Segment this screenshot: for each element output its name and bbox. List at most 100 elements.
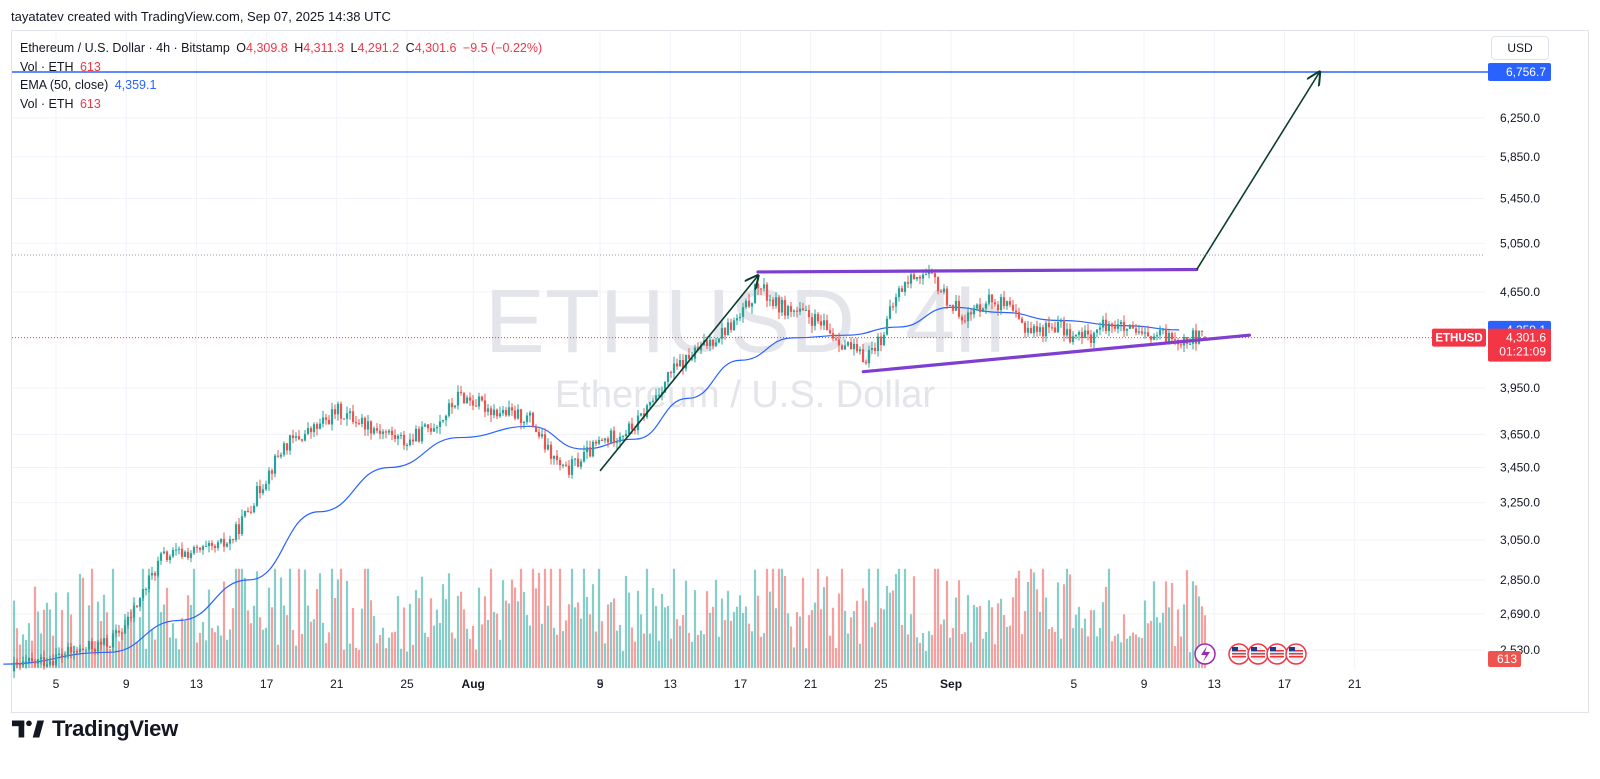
volume-bar — [771, 568, 775, 668]
events-strip[interactable] — [1194, 643, 1307, 665]
candle-body — [729, 322, 733, 331]
volume-bar — [297, 568, 301, 668]
volume-bar — [288, 568, 292, 668]
resistance-trendline[interactable] — [756, 267, 1199, 274]
candle-body — [210, 542, 214, 546]
impulse-arrow[interactable] — [599, 276, 758, 472]
volume-bar — [1002, 615, 1006, 668]
volume-bar — [261, 629, 265, 668]
candle-body — [1173, 339, 1177, 341]
candle-body — [174, 549, 178, 551]
lightning-event-icon[interactable] — [1194, 643, 1216, 665]
candle-body — [189, 553, 193, 558]
volume-bar — [549, 568, 553, 668]
time-month-label: Sep — [940, 677, 962, 691]
volume-bar — [132, 597, 136, 668]
volume-bar — [291, 630, 295, 668]
candle-body — [357, 423, 361, 425]
candle-body — [228, 539, 232, 544]
volume-bar — [372, 615, 376, 668]
candle-body — [441, 420, 445, 422]
volume-bar — [255, 571, 259, 668]
candle-body — [363, 417, 367, 430]
currency-button[interactable]: USD — [1491, 36, 1549, 60]
volume-bar — [243, 577, 247, 668]
volume-bar — [360, 608, 364, 668]
time-day-label: 5 — [597, 677, 604, 691]
candle-body — [699, 344, 703, 351]
candle-body — [543, 434, 547, 450]
candle-body — [87, 641, 91, 650]
volume-bar — [27, 623, 31, 668]
volume-bar — [90, 568, 94, 668]
volume-bar — [1152, 581, 1156, 668]
volume-bar — [1104, 586, 1108, 668]
volume-bar — [987, 600, 991, 668]
candle-body — [24, 661, 28, 663]
candle-body — [291, 435, 295, 438]
volume-bar — [1167, 607, 1171, 668]
candle-body — [390, 430, 394, 435]
volume-bar — [507, 603, 511, 668]
support-trendline[interactable] — [861, 333, 1252, 374]
volume-bar — [654, 606, 658, 668]
candle-body — [882, 334, 886, 346]
volume-bar — [201, 622, 205, 668]
candle-body — [957, 300, 961, 317]
candle-body — [618, 436, 622, 442]
volume-bar — [489, 568, 493, 668]
tradingview-logo[interactable]: TradingView — [12, 716, 178, 742]
volume-bar — [966, 595, 970, 668]
candle-body — [948, 305, 952, 307]
us-economic-event-icon[interactable] — [1247, 643, 1269, 665]
candle-body — [207, 542, 211, 547]
candle-body — [300, 439, 304, 441]
us-economic-event-icon[interactable] — [1285, 643, 1307, 665]
watermark-ticker: ETHUSD, 4h — [485, 272, 1005, 372]
candle-body — [216, 542, 220, 548]
candle-body — [72, 651, 76, 653]
volume-bar — [51, 635, 55, 668]
volume-bar — [945, 580, 949, 668]
candle-body — [1005, 301, 1009, 307]
candle-body — [1146, 332, 1150, 337]
volume-bar — [273, 568, 277, 668]
volume-bar — [732, 612, 736, 668]
candle-body — [1128, 324, 1132, 329]
volume-bar — [984, 631, 988, 668]
volume-bar — [939, 624, 943, 668]
volume-bar — [1101, 602, 1105, 668]
volume-bar — [1194, 585, 1198, 668]
volume-bar — [363, 568, 367, 668]
last-price-label-text: 4,301.6 — [1506, 331, 1546, 345]
volume-bar — [852, 611, 856, 668]
volume-bar — [870, 627, 874, 668]
legend-vol-label: Vol · ETH — [20, 59, 74, 74]
candle-body — [423, 424, 427, 427]
volume-bar — [153, 639, 157, 668]
candle-body — [351, 411, 355, 422]
volume-bar — [423, 632, 427, 668]
candle-body — [309, 428, 313, 433]
candle-body — [348, 411, 352, 414]
candle-body — [714, 342, 718, 346]
candle-body — [1011, 304, 1015, 311]
projection-arrow[interactable] — [1196, 72, 1320, 270]
candle-body — [114, 630, 118, 634]
volume-bar — [354, 647, 358, 668]
candle-body — [1014, 310, 1018, 313]
candle-body — [1098, 327, 1102, 330]
candle-body — [414, 428, 418, 442]
volume-bar — [711, 606, 715, 668]
candle-body — [912, 274, 916, 280]
candle-body — [831, 333, 835, 339]
candle-body — [669, 372, 673, 374]
us-economic-event-icon[interactable] — [1228, 643, 1250, 665]
volume-bar — [726, 590, 730, 668]
volume-bar — [636, 590, 640, 668]
volume-bar — [318, 573, 322, 668]
candle-body — [84, 649, 88, 651]
candle-body — [1161, 329, 1165, 331]
us-economic-event-icon[interactable] — [1266, 643, 1288, 665]
